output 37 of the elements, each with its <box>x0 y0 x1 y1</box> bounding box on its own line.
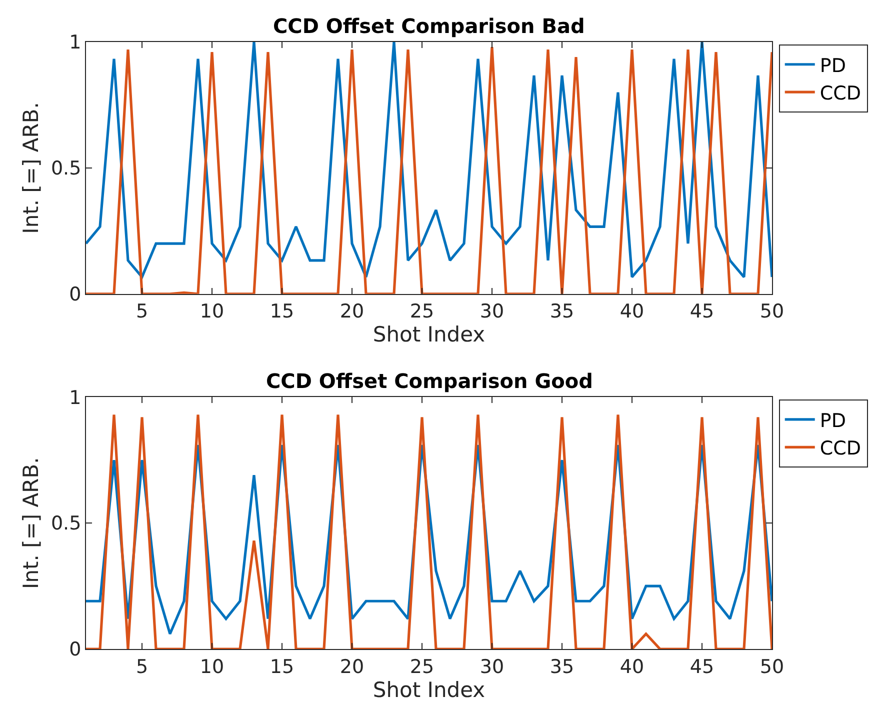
y-tick-label: 1 <box>69 32 82 54</box>
y-axis-title: Int. [=] ARB. <box>19 457 44 589</box>
x-tick-label: 50 <box>760 300 784 323</box>
x-axis-title: Shot Index <box>372 678 486 702</box>
x-tick-label: 40 <box>620 656 644 678</box>
y-axis-title: Int. [=] ARB. <box>19 102 44 234</box>
x-tick-label: 15 <box>270 300 294 323</box>
legend-label: CCD <box>820 438 862 460</box>
y-tick-label: 0 <box>69 284 82 306</box>
y-tick-label: 0.5 <box>50 512 82 535</box>
legend-label: CCD <box>820 82 862 104</box>
legend-label: PD <box>820 54 846 77</box>
x-tick-label: 25 <box>410 656 434 678</box>
line-series <box>86 413 772 649</box>
legend-label: PD <box>820 410 846 432</box>
x-tick-label: 5 <box>136 656 148 678</box>
chart-title: CCD Offset Comparison Bad <box>273 14 585 38</box>
y-tick-label: 1 <box>69 386 82 409</box>
x-tick-label: 10 <box>200 300 224 323</box>
x-tick-label: 40 <box>620 300 644 323</box>
x-tick-label: 10 <box>200 656 224 678</box>
x-tick-label: 15 <box>270 656 294 678</box>
x-tick-label: 30 <box>480 300 504 323</box>
y-tick-label: 0 <box>69 638 82 661</box>
x-tick-label: 30 <box>480 656 504 678</box>
x-tick-label: 35 <box>550 656 574 678</box>
x-tick-label: 25 <box>410 300 434 323</box>
x-tick-label: 45 <box>690 656 714 678</box>
x-tick-label: 45 <box>690 300 714 323</box>
x-tick-label: 35 <box>550 300 574 323</box>
x-axis-title: Shot Index <box>372 322 486 347</box>
chart-title: CCD Offset Comparison Good <box>266 369 593 393</box>
y-tick-label: 0.5 <box>50 158 82 180</box>
x-tick-label: 20 <box>340 300 364 323</box>
x-tick-label: 50 <box>760 656 784 678</box>
x-tick-label: 5 <box>136 300 148 323</box>
x-tick-label: 20 <box>340 656 364 678</box>
